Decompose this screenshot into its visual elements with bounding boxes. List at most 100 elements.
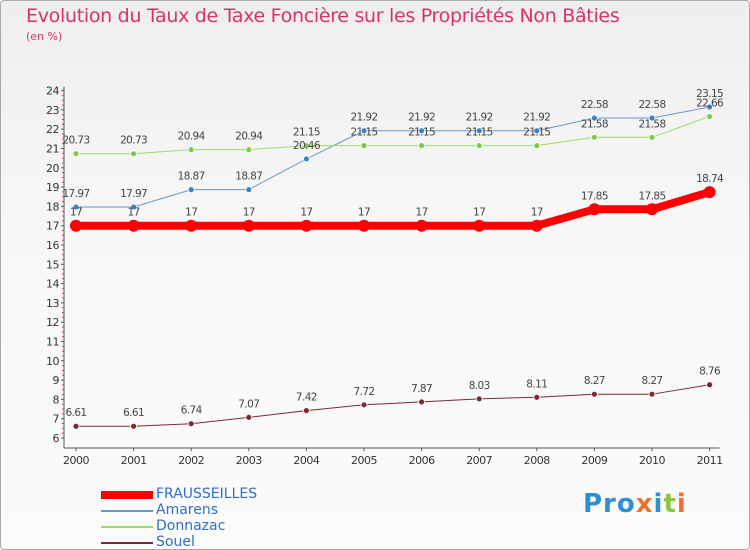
data-point [245,413,253,421]
x-tick-label: 2004 [293,454,319,467]
data-point [533,393,541,401]
data-label: 22.66 [696,97,724,109]
data-point [418,142,426,150]
y-tick-label: 6 [53,432,60,445]
data-point [185,219,198,232]
y-tick-label: 11 [46,336,59,349]
x-tick-label: 2000 [63,454,89,467]
data-point [475,142,483,150]
legend-swatch [101,542,153,544]
data-point [300,219,313,232]
data-label: 17 [358,207,370,219]
data-point [187,420,195,428]
data-label: 18.87 [178,171,205,183]
data-point [242,219,255,232]
data-point [72,150,80,158]
data-point [302,142,310,150]
data-point [245,146,253,154]
data-label: 21.15 [523,127,550,139]
data-label: 17 [243,207,255,219]
y-tick-label: 17 [46,220,59,233]
data-point [591,114,598,122]
data-label: 22.58 [581,99,608,111]
data-label: 21.15 [466,127,493,139]
data-label: 17.97 [120,188,147,200]
data-label: 21.15 [408,127,435,139]
legend-label: Donnazac [156,518,226,534]
x-tick-label: 2007 [466,454,492,467]
data-point [475,395,483,403]
data-label: 18.87 [235,171,262,183]
y-tick-label: 15 [46,258,59,271]
data-label: 21.58 [581,118,608,130]
legend-swatch [101,491,153,499]
x-tick-label: 2002 [178,454,204,467]
series-line-donnazac [75,115,711,155]
y-tick-label: 21 [46,143,59,156]
data-point [127,219,140,232]
data-point [533,127,541,135]
data-label: 21.92 [350,112,377,124]
x-tick-label: 2010 [639,454,665,467]
data-point [591,390,598,398]
data-label: 7.72 [354,386,375,398]
data-label: 7.87 [411,383,432,395]
data-label: 22.58 [638,99,665,111]
y-tick-label: 22 [46,123,59,136]
y-tick-label: 14 [46,278,59,291]
x-tick-label: 2009 [581,454,607,467]
y-tick-label: 10 [46,355,59,368]
series-line-souel [75,384,711,427]
y-tick-label: 13 [46,297,59,310]
data-point [130,422,138,430]
data-label: 20.46 [293,140,321,152]
data-point [646,203,658,216]
data-point [648,390,656,398]
data-label: 17.85 [638,190,665,202]
data-label: 17 [531,207,543,219]
x-tick-label: 2006 [409,454,435,467]
data-label: 23.15 [696,88,723,100]
chart-title: Evolution du Taux de Taxe Foncière sur l… [26,5,620,27]
data-label: 8.11 [526,378,547,390]
data-label: 17 [185,207,197,219]
series-line-amarens [75,106,711,208]
data-point [72,203,80,211]
data-label: 8.76 [699,366,721,378]
data-point [130,203,138,211]
data-label: 17 [473,207,485,219]
data-point [302,407,310,414]
data-label: 21.92 [408,112,435,124]
y-tick-label: 23 [46,104,59,117]
data-label: 21.58 [638,118,665,130]
data-point [648,114,656,122]
data-point [418,398,426,406]
y-tick-label: 9 [53,374,60,387]
data-point [187,186,195,194]
legend-swatch [101,526,153,528]
legend-swatch [101,510,153,512]
data-point [530,219,543,232]
data-point [418,127,426,135]
data-point [358,219,370,232]
data-label: 17 [128,207,140,219]
data-point [706,381,713,389]
data-label: 17 [416,207,428,219]
data-point [130,150,138,158]
legend-label: FRAUSSEILLES [156,486,258,502]
proxiti-logo: Proxiti [583,489,687,519]
data-label: 8.27 [642,375,663,387]
x-tick-label: 2008 [524,454,550,467]
chart-subtitle: (en %) [26,30,63,43]
data-label: 7.07 [238,398,259,410]
legend-label: Amarens [156,502,219,518]
data-label: 17.85 [581,190,608,202]
data-label: 17 [300,207,312,219]
data-label: 20.94 [178,131,206,143]
y-tick-label: 24 [46,85,59,98]
y-tick-label: 19 [46,181,59,194]
data-label: 17 [70,207,82,219]
data-label: 21.92 [523,112,550,124]
